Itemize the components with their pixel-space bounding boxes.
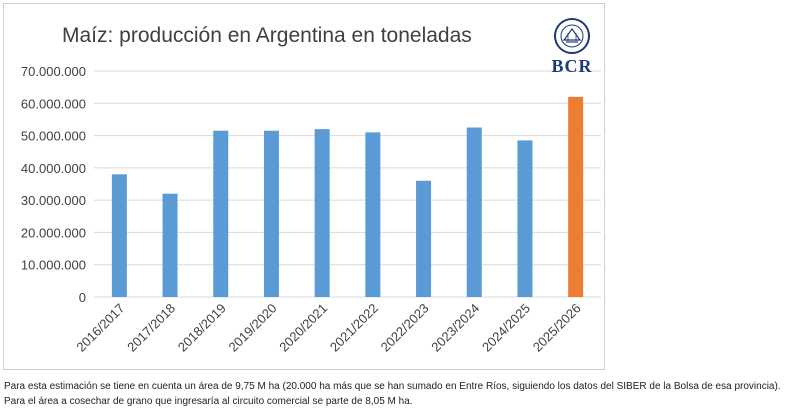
bar-2017-2018 [162,193,178,297]
chart-title: Maíz: producción en Argentina en tonelad… [62,24,472,47]
bar-2018-2019 [213,130,229,297]
y-tick-label: 60.000.000 [21,96,86,111]
bcr-logo: BCR [537,16,607,76]
bar-2019-2020 [263,130,279,297]
chart-caption: Para esta estimación se tiene en cuenta … [4,381,781,407]
bar-2021-2022 [365,132,381,297]
y-tick-label: 10.000.000 [21,258,86,273]
y-tick-label: 40.000.000 [21,161,86,176]
x-tick-label: 2016/2017 [73,301,127,355]
x-tick-label: 2024/2025 [479,301,533,355]
x-tick-label: 2018/2019 [175,301,229,355]
bcr-seal-icon [554,18,590,54]
bar-2023-2024 [466,127,482,297]
y-tick-label: 0 [79,290,86,305]
x-tick-label: 2023/2024 [428,301,482,355]
chart-frame: 0 10.000.000 20.000.000 30.000.000 40.000.00… [3,3,605,370]
bar-2025-2026 [568,96,584,297]
y-tick-label: 50.000.000 [21,129,86,144]
y-tick-label: 20.000.000 [21,225,86,240]
bar-2024-2025 [517,140,533,297]
chart-plot: 0 10.000.000 20.000.000 30.000.000 40.000.00… [21,64,601,355]
x-tick-label: 2025/2026 [530,301,584,355]
x-tick-label: 2022/2023 [378,301,432,355]
x-tick-label: 2019/2020 [226,301,280,355]
y-tick-label: 30.000.000 [21,193,86,208]
x-tick-label: 2020/2021 [276,301,330,355]
bar-2016-2017 [111,174,127,297]
x-tick-label: 2021/2022 [327,301,381,355]
logo-text: BCR [551,56,593,76]
bar-2020-2021 [314,129,330,297]
x-tick-label: 2017/2018 [124,301,178,355]
y-tick-label: 70.000.000 [21,64,86,79]
bar-2022-2023 [416,180,432,297]
